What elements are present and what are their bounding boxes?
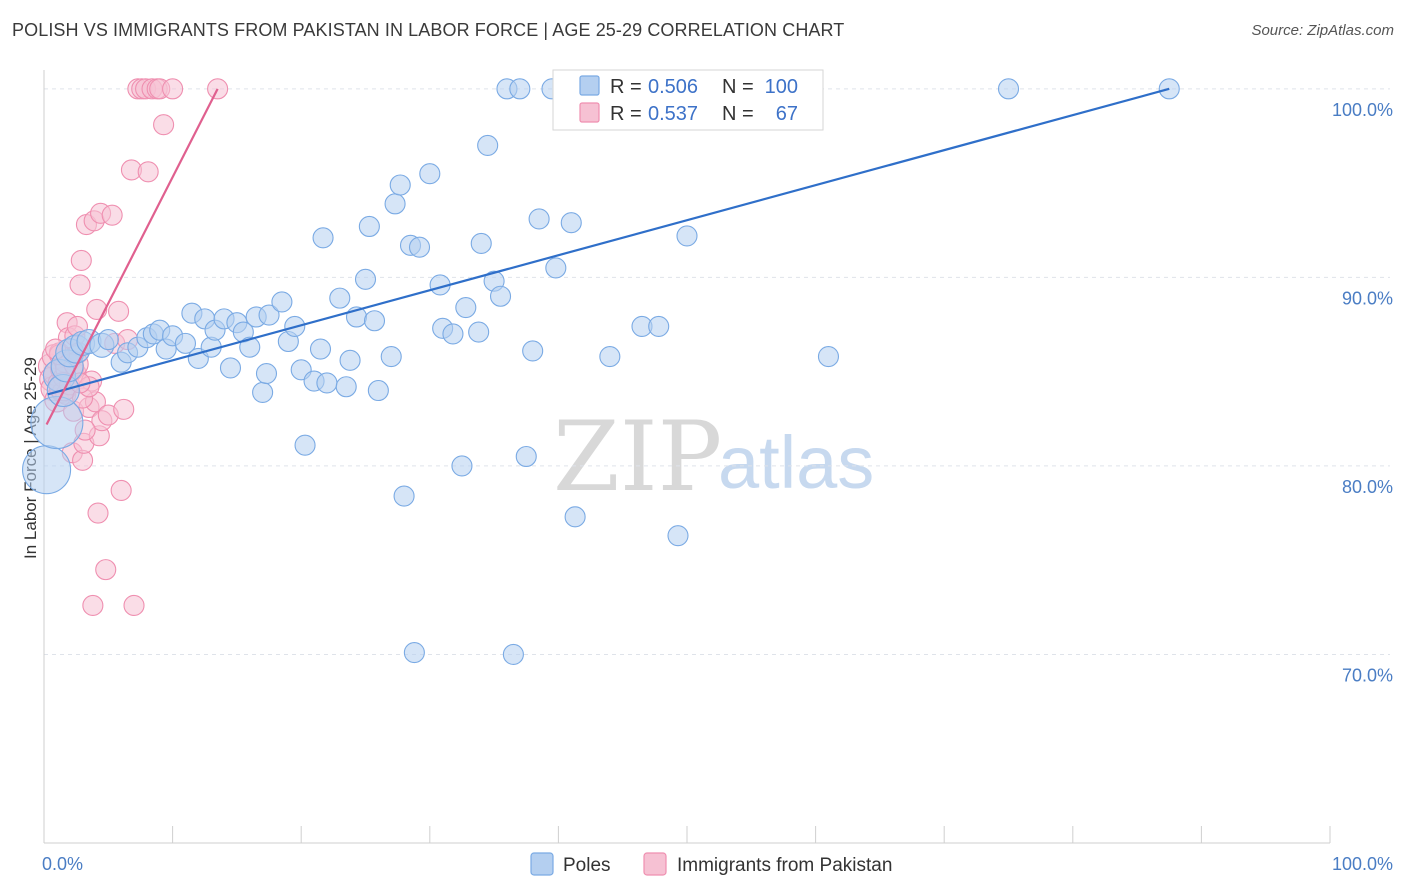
x-tick-label-0: 0.0% <box>42 854 83 874</box>
pakistan-point-40 <box>101 204 123 226</box>
poles-point-38 <box>294 434 316 456</box>
legend-stats: R = 0.506 N = 100 R = 0.537 N = 67 <box>552 69 824 131</box>
poles-point-34 <box>271 291 293 313</box>
poles-point-48 <box>358 215 380 238</box>
poles-point-0 <box>22 445 72 495</box>
poles-point-63 <box>455 297 477 319</box>
poles-point-53 <box>389 174 411 196</box>
y-tick-label-3: 70.0% <box>1342 665 1393 685</box>
poles-point-41 <box>312 227 334 249</box>
y-tick-labels: 100.0% 90.0% 80.0% 70.0% <box>1332 100 1393 686</box>
pakistan-point-51 <box>137 161 159 183</box>
poles-point-50 <box>367 379 389 402</box>
pakistan-point-56 <box>162 78 184 100</box>
poles-point-71 <box>509 78 531 100</box>
poles-point-85 <box>648 315 670 337</box>
legend-swatch-poles-bottom <box>530 852 554 876</box>
legend-label-pakistan: Immigrants from Pakistan <box>677 855 892 876</box>
legend-n-value-poles: 100 <box>765 76 798 98</box>
poles-point-54 <box>393 485 415 507</box>
legend-n-label-poles: N = <box>722 76 754 98</box>
pakistan-point-23 <box>69 274 91 296</box>
poles-point-51 <box>380 346 402 368</box>
poles-point-77 <box>560 212 582 234</box>
poles-point-81 <box>599 346 621 368</box>
legend-label-poles: Poles <box>563 855 611 876</box>
poles-point-95 <box>997 78 1020 100</box>
source-credit: Source: ZipAtlas.com <box>1251 22 1394 39</box>
poles-point-61 <box>442 323 464 345</box>
poles-point-73 <box>522 340 544 362</box>
legend-n-value-pakistan: 67 <box>776 103 798 125</box>
poles-point-26 <box>219 357 242 379</box>
poles-point-76 <box>545 257 567 279</box>
legend-r-value-pakistan: 0.537 <box>648 103 698 125</box>
poles-point-87 <box>667 525 689 547</box>
poles-point-72 <box>515 445 537 468</box>
poles-point-40 <box>309 338 332 360</box>
pakistan-point-38 <box>95 559 117 581</box>
pakistan-point-55 <box>153 114 175 136</box>
poles-point-64 <box>468 321 490 343</box>
poles-point-56 <box>403 642 425 664</box>
legend-r-label-pakistan: R = <box>610 103 642 125</box>
x-tick-label-1: 100.0% <box>1332 854 1393 874</box>
poles-point-45 <box>339 349 361 371</box>
legend-r-value-poles: 0.506 <box>648 76 698 98</box>
poles-point-32 <box>255 362 278 385</box>
poles-point-29 <box>239 336 261 358</box>
poles-point-42 <box>316 372 338 394</box>
y-tick-label-2: 80.0% <box>1342 477 1393 497</box>
pakistan-point-34 <box>87 502 109 524</box>
gridlines <box>44 88 1390 655</box>
legend-swatch-poles <box>579 75 600 96</box>
poles-point-19 <box>174 332 197 354</box>
pakistan-point-33 <box>86 298 108 320</box>
watermark-atlas: atlas <box>718 421 874 504</box>
poles-point-43 <box>329 287 351 309</box>
legend-swatch-pakistan <box>579 102 600 123</box>
poles-point-66 <box>477 134 499 156</box>
pakistan-point-43 <box>110 479 132 501</box>
chart-title: POLISH VS IMMIGRANTS FROM PAKISTAN IN LA… <box>12 20 845 40</box>
legend-r-label-poles: R = <box>610 76 642 98</box>
poles-point-33 <box>258 304 280 326</box>
legend-bottom: Poles Immigrants from Pakistan <box>530 852 892 876</box>
poles-point-57 <box>408 236 431 258</box>
poles-point-58 <box>419 163 441 185</box>
trendlines <box>45 87 1170 425</box>
series-poles-points <box>22 78 1180 666</box>
poles-point-62 <box>451 455 473 477</box>
y-tick-label-1: 90.0% <box>1342 288 1393 308</box>
poles-point-49 <box>363 310 386 332</box>
watermark-zip: ZIP <box>553 401 722 513</box>
poles-point-94 <box>817 346 840 368</box>
poles-point-47 <box>354 268 377 290</box>
y-tick-label-0: 100.0% <box>1332 100 1393 120</box>
poles-point-52 <box>384 193 406 215</box>
pakistan-point-47 <box>123 594 145 616</box>
x-tick-labels: 0.0% 100.0% <box>42 854 1393 874</box>
pakistan-point-42 <box>108 300 130 322</box>
poles-point-78 <box>564 506 586 528</box>
poles-point-10 <box>97 329 119 351</box>
legend-n-label-pakistan: N = <box>722 103 754 125</box>
poles-point-31 <box>252 381 274 403</box>
poles-point-70 <box>502 643 524 666</box>
poles-point-44 <box>335 376 357 398</box>
pakistan-trendline <box>45 88 219 425</box>
poles-point-68 <box>489 285 512 307</box>
poles-trendline <box>47 87 1170 396</box>
legend-swatch-pakistan-bottom <box>643 852 667 876</box>
pakistan-point-44 <box>113 398 135 420</box>
poles-point-74 <box>528 208 550 230</box>
poles-point-65 <box>470 232 492 255</box>
poles-point-88 <box>676 225 698 247</box>
pakistan-point-30 <box>82 594 104 616</box>
pakistan-point-24 <box>70 249 92 271</box>
